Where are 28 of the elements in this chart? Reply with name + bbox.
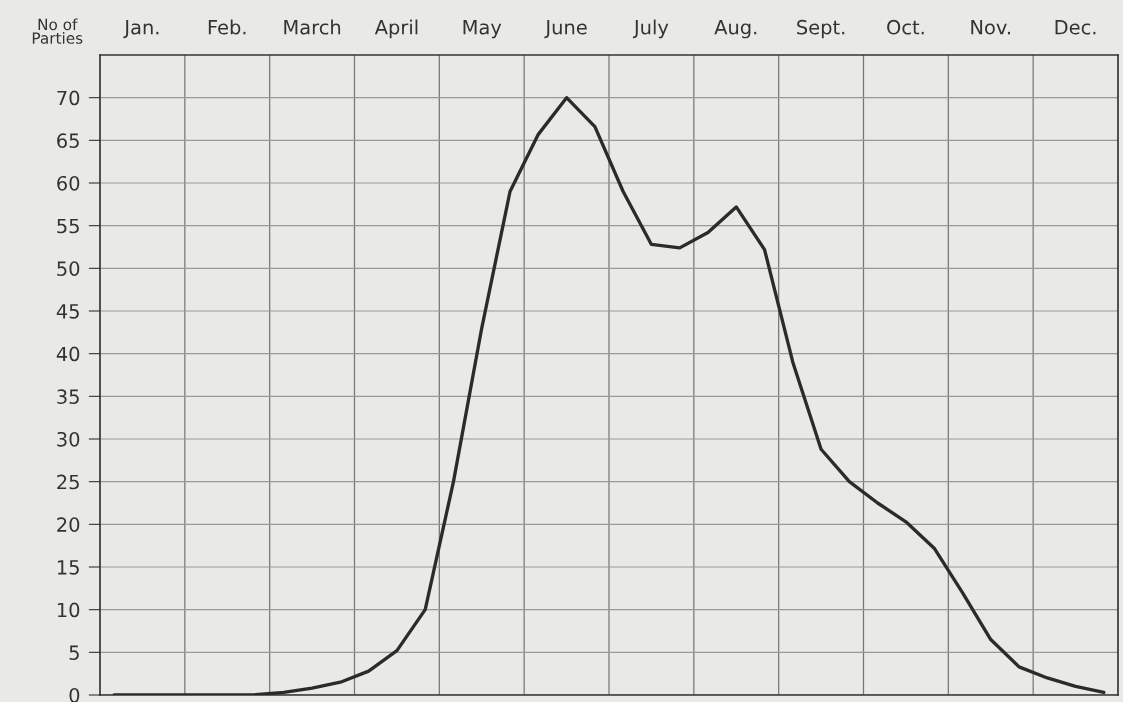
- y-tick-label: 60: [57, 175, 80, 191]
- y-axis-title: No of Parties: [32, 18, 83, 44]
- x-tick-label: May: [463, 20, 502, 39]
- y-tick-label: 55: [57, 218, 79, 234]
- x-tick-label: Feb.: [208, 19, 246, 35]
- y-tick-label: 25: [57, 474, 79, 490]
- x-tick-label: July: [632, 19, 669, 39]
- x-tick-label: Nov.: [971, 20, 1010, 35]
- x-tick-label: Dec.: [1055, 20, 1096, 35]
- y-tick-label: 70: [57, 90, 80, 106]
- y-tick-label: 45: [56, 304, 79, 319]
- x-tick-label: Sept.: [797, 19, 845, 39]
- y-tick-label: 15: [57, 560, 79, 575]
- y-tick-label: 10: [57, 602, 80, 618]
- y-tick-label: 20: [57, 517, 80, 532]
- y-tick-label: 65: [57, 133, 79, 148]
- y-tick-label: 0: [69, 687, 80, 702]
- x-tick-label: Aug.: [714, 20, 757, 39]
- y-tick-label: 35: [57, 389, 79, 404]
- x-tick-label: Oct.: [887, 19, 924, 35]
- y-tick-label: 5: [69, 645, 79, 660]
- x-tick-label: June: [544, 20, 587, 39]
- y-tick-label: 40: [56, 346, 80, 362]
- x-tick-label: April: [374, 19, 418, 39]
- y-tick-label: 30: [57, 431, 80, 447]
- x-tick-label: Jan.: [123, 20, 159, 39]
- y-tick-label: 50: [57, 261, 80, 276]
- x-tick-label: March: [284, 19, 341, 35]
